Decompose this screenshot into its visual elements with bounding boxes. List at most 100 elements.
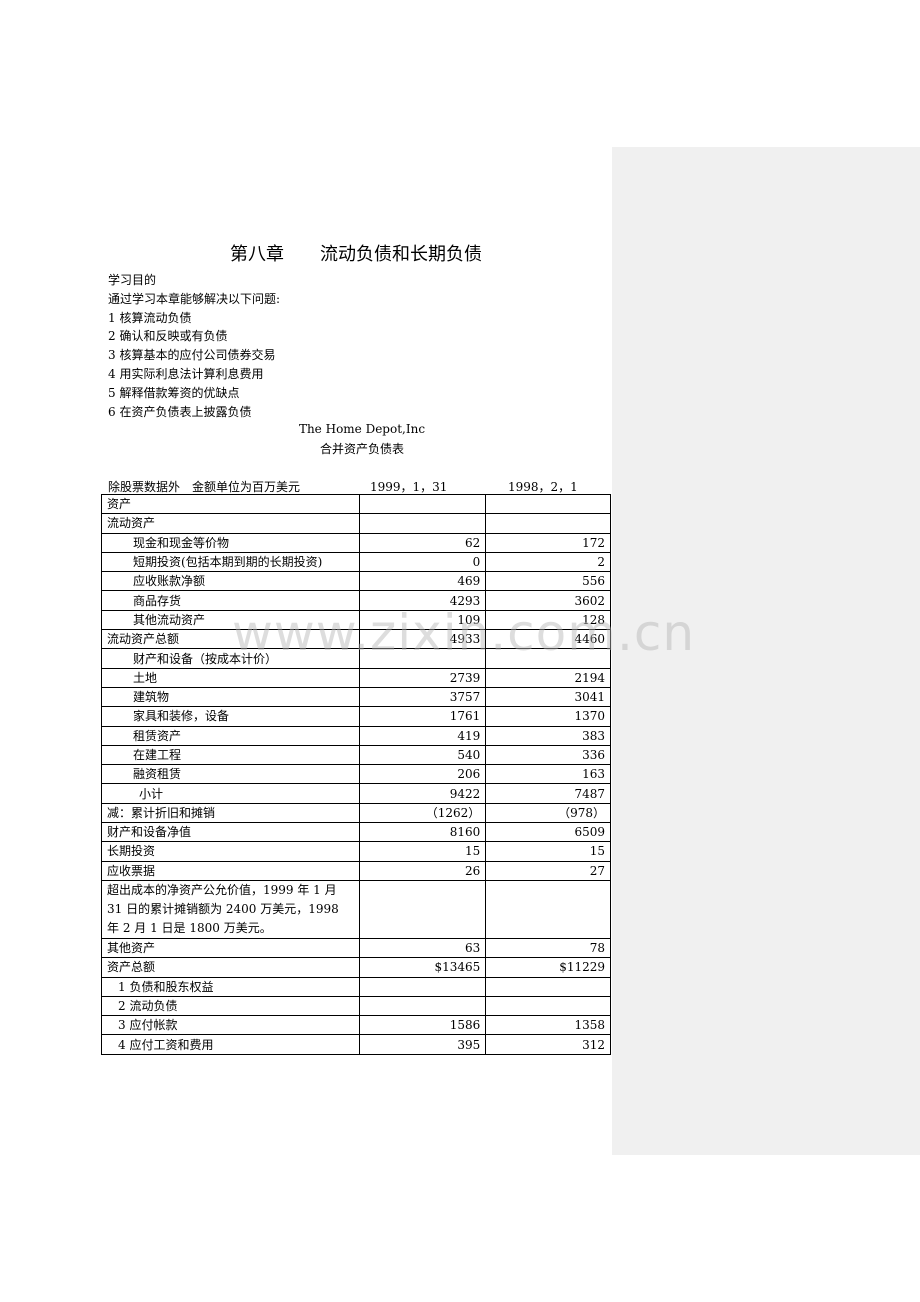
value-1998: （978） bbox=[485, 802, 611, 824]
value-1999 bbox=[359, 648, 487, 669]
value-1998: 556 bbox=[485, 571, 611, 592]
value-1998: 2 bbox=[485, 551, 611, 573]
objective-item: 3 核算基本的应付公司债券交易 bbox=[108, 348, 276, 363]
row-label: 财产和设备（按成本计价） bbox=[100, 648, 361, 669]
table-row: 财产和设备（按成本计价） bbox=[100, 648, 611, 669]
value-1999: 540 bbox=[359, 744, 487, 766]
value-1999: 4933 bbox=[359, 629, 487, 650]
objective-item: 5 解释借款筹资的优缺点 bbox=[108, 385, 240, 400]
chapter-title: 第八章 流动负债和长期负债 bbox=[0, 240, 712, 266]
value-1998: 172 bbox=[485, 532, 611, 553]
chapter-number: 第八章 bbox=[230, 244, 284, 265]
objectives-intro: 通过学习本章能够解决以下问题: bbox=[108, 291, 281, 306]
objective-item: 4 用实际利息法计算利息费用 bbox=[108, 366, 264, 381]
table-row: 财产和设备净值 8160 6509 bbox=[100, 822, 611, 843]
balance-sheet-table: 资产 流动资产 现金和现金等价物 62 172 短期投资(包括本期到期的长期投资) 0 2 应收… bbox=[100, 493, 611, 1055]
objectives: 学习目的 通过学习本章能够解决以下问题: 1 核算流动负债 2 确认和反映或有负… bbox=[108, 271, 280, 421]
table-row: 商品存货 4293 3602 bbox=[100, 590, 611, 611]
value-1999: $13465 bbox=[359, 957, 487, 978]
table-row: 建筑物 3757 3041 bbox=[100, 686, 611, 708]
table-row: 资产 bbox=[100, 493, 611, 515]
row-label: 资产 bbox=[100, 493, 361, 515]
value-1999: 1586 bbox=[359, 1015, 487, 1036]
objectives-heading: 学习目的 bbox=[108, 273, 157, 287]
table-row: 超出成本的净资产公允价值，1999 年 1 月 31 日的累计摊销额为 2400… bbox=[100, 879, 611, 939]
unit-note: 除股票数据外 金额单位为百万美元 bbox=[108, 480, 301, 494]
column-header-1999: 1999，1，31 bbox=[370, 480, 448, 494]
table-row: 现金和现金等价物 62 172 bbox=[100, 532, 611, 553]
value-1999: 4293 bbox=[359, 590, 487, 611]
row-label: 其他资产 bbox=[100, 937, 361, 959]
value-1999 bbox=[359, 493, 487, 515]
value-1998 bbox=[485, 976, 611, 997]
value-1999 bbox=[359, 879, 487, 939]
row-label: 应收票据 bbox=[100, 860, 361, 881]
table-row: 短期投资(包括本期到期的长期投资) 0 2 bbox=[100, 551, 611, 573]
value-1999: 9422 bbox=[359, 783, 487, 804]
value-1999: 26 bbox=[359, 860, 487, 881]
row-label: 租赁资产 bbox=[100, 725, 361, 746]
value-1998: $11229 bbox=[485, 957, 611, 978]
table-row: 土地 2739 2194 bbox=[100, 667, 611, 688]
value-1999: 3757 bbox=[359, 686, 487, 708]
value-1999: 395 bbox=[359, 1034, 487, 1055]
table-row: 在建工程 540 336 bbox=[100, 744, 611, 766]
company-name: The Home Depot,Inc bbox=[298, 422, 426, 436]
row-label: 减：累计折旧和摊销 bbox=[100, 802, 361, 824]
value-1999: 2739 bbox=[359, 667, 487, 688]
row-label: 超出成本的净资产公允价值，1999 年 1 月 31 日的累计摊销额为 2400… bbox=[100, 879, 361, 939]
table-row: 减：累计折旧和摊销 （1262） （978） bbox=[100, 802, 611, 824]
table-row: 小计 9422 7487 bbox=[100, 783, 611, 804]
value-1999: 62 bbox=[359, 532, 487, 553]
value-1998: 383 bbox=[485, 725, 611, 746]
row-label: 建筑物 bbox=[100, 686, 361, 708]
value-1998: 6509 bbox=[485, 822, 611, 843]
value-1998 bbox=[485, 493, 611, 515]
value-1998: 163 bbox=[485, 764, 611, 785]
value-1998 bbox=[485, 648, 611, 669]
value-1998 bbox=[485, 513, 611, 534]
statement-title: 合并资产负债表 bbox=[319, 442, 404, 456]
row-label: 资产总额 bbox=[100, 957, 361, 978]
value-1999: 1761 bbox=[359, 706, 487, 727]
row-label: 流动资产 bbox=[100, 513, 361, 534]
value-1998: 27 bbox=[485, 860, 611, 881]
row-label: 流动资产总额 bbox=[100, 629, 361, 650]
value-1998: 7487 bbox=[485, 783, 611, 804]
row-label: 现金和现金等价物 bbox=[100, 532, 361, 553]
value-1998: 1358 bbox=[485, 1015, 611, 1036]
value-1999: 0 bbox=[359, 551, 487, 573]
row-label: 土地 bbox=[100, 667, 361, 688]
objective-item: 2 确认和反映或有负债 bbox=[108, 329, 228, 344]
side-panel bbox=[612, 147, 920, 1155]
value-1999: 469 bbox=[359, 571, 487, 592]
value-1998: 78 bbox=[485, 937, 611, 959]
table-row: 其他资产 63 78 bbox=[100, 937, 611, 959]
value-1998: 336 bbox=[485, 744, 611, 766]
value-1998: 15 bbox=[485, 841, 611, 862]
value-1998: 1370 bbox=[485, 706, 611, 727]
table-row: 2 流动负债 bbox=[100, 995, 611, 1017]
row-label: 2 流动负债 bbox=[100, 995, 361, 1017]
value-1998: 2194 bbox=[485, 667, 611, 688]
row-label: 1 负债和股东权益 bbox=[100, 976, 361, 997]
objective-item: 1 核算流动负债 bbox=[108, 310, 192, 325]
row-label: 财产和设备净值 bbox=[100, 822, 361, 843]
table-row: 融资租赁 206 163 bbox=[100, 764, 611, 785]
value-1999: 419 bbox=[359, 725, 487, 746]
table-row: 长期投资 15 15 bbox=[100, 841, 611, 862]
value-1998 bbox=[485, 995, 611, 1017]
value-1999 bbox=[359, 995, 487, 1017]
row-label: 短期投资(包括本期到期的长期投资) bbox=[100, 551, 361, 573]
table-row: 流动资产 bbox=[100, 513, 611, 534]
value-1999: 206 bbox=[359, 764, 487, 785]
row-label: 在建工程 bbox=[100, 744, 361, 766]
row-label: 商品存货 bbox=[100, 590, 361, 611]
value-1999: 8160 bbox=[359, 822, 487, 843]
value-1999: 63 bbox=[359, 937, 487, 959]
table-row: 资产总额 $13465 $11229 bbox=[100, 957, 611, 978]
objective-item: 6 在资产负债表上披露负债 bbox=[108, 404, 252, 419]
row-label: 应收账款净额 bbox=[100, 571, 361, 592]
table-row: 流动资产总额 4933 4460 bbox=[100, 629, 611, 650]
row-label: 小计 bbox=[100, 783, 361, 804]
